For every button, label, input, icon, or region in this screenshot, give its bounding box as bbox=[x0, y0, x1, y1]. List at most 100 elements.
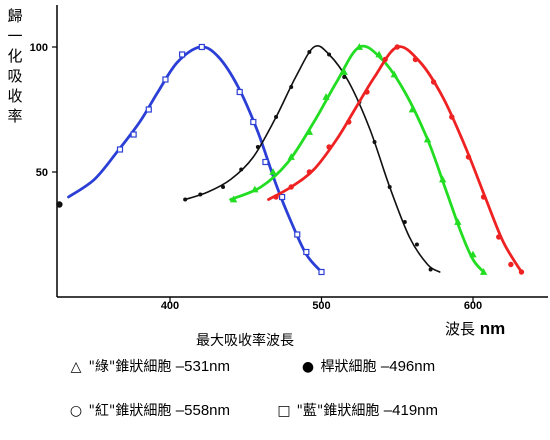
data-point-blue bbox=[318, 268, 325, 276]
data-point-blue bbox=[130, 131, 137, 138]
legend-label: 桿狀細胞 bbox=[320, 359, 377, 375]
data-point-green bbox=[375, 50, 383, 58]
legend-value: –419nm bbox=[383, 402, 439, 419]
data-point-blue bbox=[294, 231, 301, 238]
data-point-green bbox=[269, 168, 277, 175]
legend-item-rod: ● 桿狀細胞 –496nm bbox=[300, 356, 435, 376]
data-point-black bbox=[221, 185, 226, 189]
series-line-blue bbox=[67, 45, 323, 274]
data-point-blue bbox=[236, 88, 243, 96]
series-line-black bbox=[184, 45, 441, 273]
data-point-green bbox=[423, 135, 432, 143]
y-tick-label: 100 bbox=[30, 42, 48, 54]
series-black bbox=[183, 45, 441, 273]
x-tick-label: 400 bbox=[161, 300, 179, 312]
data-point-red bbox=[288, 184, 294, 190]
x-tick-label: 600 bbox=[464, 300, 482, 312]
data-point-red bbox=[496, 234, 502, 240]
data-point-black bbox=[239, 167, 244, 172]
legend-label: "綠"錐狀細胞 bbox=[88, 359, 172, 375]
data-point-blue bbox=[145, 106, 152, 113]
data-point-green bbox=[479, 268, 488, 275]
y-axis-label: 歸一化吸收率 bbox=[6, 6, 24, 126]
data-point-black bbox=[198, 192, 203, 197]
legend-value: –558nm bbox=[175, 402, 231, 419]
data-point-black bbox=[342, 75, 347, 79]
series-green bbox=[229, 43, 488, 275]
data-point-red bbox=[382, 56, 388, 63]
data-point-red bbox=[346, 119, 352, 125]
data-point-green bbox=[287, 153, 295, 160]
data-point-black bbox=[414, 242, 419, 247]
data-point-blue bbox=[179, 51, 186, 58]
data-point-red bbox=[430, 79, 437, 85]
data-point-green bbox=[305, 128, 314, 135]
filled-dot-icon: ● bbox=[301, 359, 315, 375]
data-point-blue bbox=[116, 146, 124, 153]
triangle-icon: △ bbox=[70, 359, 82, 375]
data-point-blue bbox=[162, 76, 169, 83]
legend-value: –531nm bbox=[175, 358, 231, 375]
data-point-red bbox=[412, 56, 419, 63]
data-point-black bbox=[387, 185, 392, 189]
data-point-red bbox=[364, 89, 370, 95]
data-point-green bbox=[355, 43, 364, 50]
data-point-red bbox=[326, 144, 332, 150]
data-point-red bbox=[508, 261, 514, 268]
data-point-green bbox=[322, 93, 330, 100]
data-point-blue bbox=[279, 193, 286, 201]
y-axis-label-char: 化 bbox=[7, 47, 23, 65]
y-axis-label-char: 歸 bbox=[7, 7, 23, 25]
data-point-black bbox=[402, 220, 407, 224]
data-point-black bbox=[428, 267, 433, 272]
legend-label: "紅"錐狀細胞 bbox=[88, 403, 172, 419]
data-point-black bbox=[372, 140, 377, 144]
data-point-green bbox=[229, 195, 238, 203]
legend-item-red-cone: ○ "紅"錐狀細胞 –558nm bbox=[68, 400, 230, 420]
data-point-green bbox=[408, 105, 417, 113]
data-point-green bbox=[251, 185, 259, 193]
data-point-green bbox=[469, 250, 477, 258]
x-axis-unit: nm bbox=[479, 319, 506, 338]
series-blue bbox=[67, 43, 325, 276]
data-point-red bbox=[273, 194, 279, 200]
data-point-black bbox=[307, 50, 312, 54]
series-red bbox=[267, 44, 525, 275]
x-axis-label-text: 波長 bbox=[445, 320, 476, 338]
data-point-green bbox=[439, 175, 447, 183]
legend-item-green-cone: △ "綠"錐狀細胞 –531nm bbox=[68, 356, 230, 376]
data-point-black bbox=[255, 145, 260, 149]
legend-value: –496nm bbox=[380, 358, 436, 375]
y-axis-label-char: 吸 bbox=[7, 67, 23, 85]
y-axis-label-char: 收 bbox=[7, 87, 23, 105]
data-point-blue bbox=[198, 43, 205, 51]
series-line-red bbox=[267, 45, 523, 274]
data-point-black bbox=[274, 115, 279, 119]
data-point-red bbox=[518, 269, 525, 275]
data-point-blue bbox=[262, 158, 269, 166]
square-icon: □ bbox=[277, 403, 291, 419]
data-point-black bbox=[289, 85, 294, 89]
data-point-black bbox=[327, 52, 332, 57]
x-tick-label: 500 bbox=[312, 300, 330, 312]
data-point-black bbox=[183, 197, 188, 202]
y-tick-label: 50 bbox=[36, 167, 48, 179]
legend-item-blue-cone: □ "藍"錐狀細胞 –419nm bbox=[276, 400, 438, 420]
y-axis-label-char: 一 bbox=[7, 27, 23, 45]
data-point-blue bbox=[250, 118, 257, 126]
data-point-green bbox=[390, 70, 398, 78]
circle-icon: ○ bbox=[69, 403, 83, 419]
data-point-extra bbox=[56, 201, 63, 208]
legend-label: "藍"錐狀細胞 bbox=[296, 403, 380, 419]
data-point-red bbox=[394, 44, 400, 50]
data-point-red bbox=[480, 194, 487, 200]
y-axis-label-char: 率 bbox=[7, 107, 23, 125]
data-point-blue bbox=[303, 248, 310, 256]
data-point-green bbox=[340, 68, 348, 75]
peak-wavelength-title: 最大吸收率波長 bbox=[196, 333, 294, 349]
series-line-green bbox=[229, 44, 485, 274]
data-point-green bbox=[454, 218, 462, 225]
data-point-red bbox=[449, 114, 455, 120]
data-point-red bbox=[306, 169, 313, 175]
